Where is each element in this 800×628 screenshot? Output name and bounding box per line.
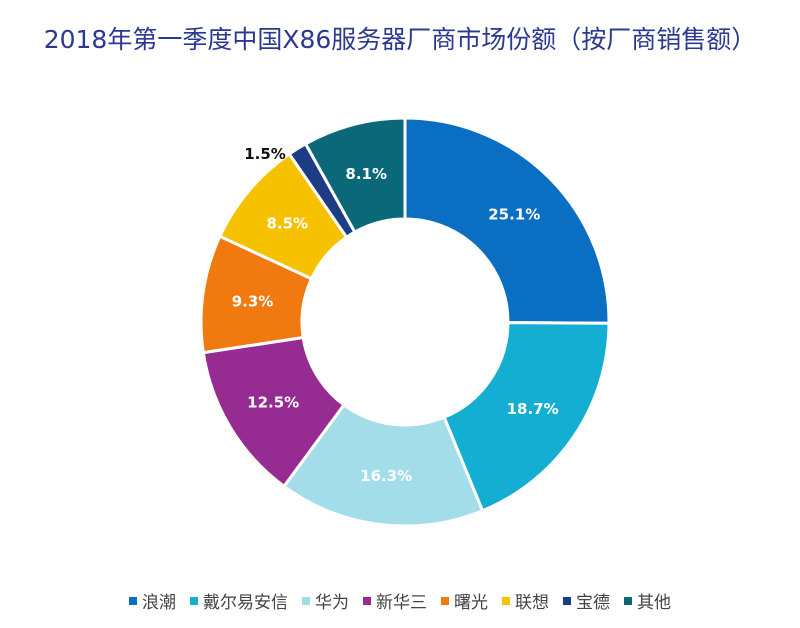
slice-戴尔易安信 (442, 321, 611, 513)
data-label: 16.3% (360, 467, 412, 485)
data-label: 1.5% (244, 145, 286, 163)
legend-label: 戴尔易安信 (203, 593, 288, 613)
legend-label: 宝德 (576, 593, 610, 613)
legend-item: 曙光 (441, 588, 488, 613)
data-label: 25.1% (488, 205, 540, 223)
legend-label: 其他 (637, 593, 671, 613)
slice-其他 (303, 116, 407, 235)
legend-swatch (190, 596, 198, 605)
legend-swatch (129, 596, 137, 605)
data-label: 18.7% (507, 400, 559, 418)
chart-title: 2018年第一季度中国X86服务器厂商市场份额（按厂商销售额） (43, 25, 757, 54)
legend-swatch (441, 596, 449, 605)
legend-item: 联想 (502, 588, 549, 613)
legend-item: 宝德 (563, 588, 610, 613)
legend-swatch (624, 596, 632, 605)
legend-swatch (502, 596, 510, 605)
legend-swatch (302, 596, 310, 605)
data-label: 9.3% (232, 292, 274, 310)
legend-swatch (363, 596, 371, 605)
data-label: 12.5% (247, 394, 299, 412)
data-label: 8.1% (345, 165, 387, 183)
legend-label: 华为 (315, 593, 349, 613)
legend-label: 新华三 (376, 593, 427, 613)
legend-item: 新华三 (363, 588, 427, 613)
legend-label: 联想 (515, 593, 549, 613)
data-label: 8.5% (266, 215, 308, 233)
legend-label: 浪潮 (142, 593, 176, 613)
legend-item: 戴尔易安信 (190, 588, 288, 613)
legend-item: 浪潮 (129, 588, 176, 613)
legend-item: 其他 (624, 588, 671, 613)
legend-label: 曙光 (454, 593, 488, 613)
slice-华为 (281, 402, 485, 528)
legend-swatch (563, 596, 571, 605)
slice-浪潮 (403, 116, 611, 325)
legend-item: 华为 (302, 588, 349, 613)
legend: 浪潮 戴尔易安信 华为 新华三 曙光 联想 宝德 其他 (0, 588, 800, 613)
